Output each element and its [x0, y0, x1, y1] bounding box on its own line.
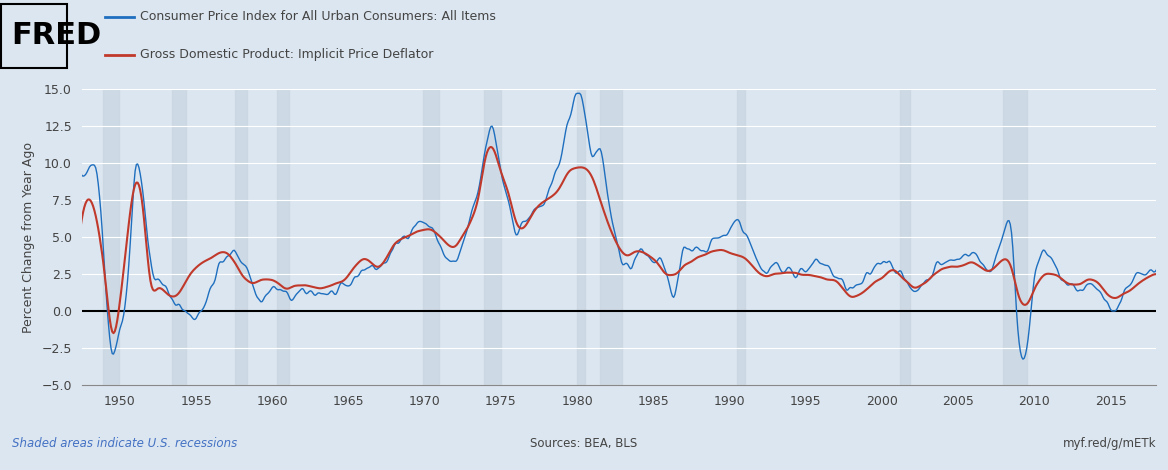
Bar	[236, 89, 246, 385]
Bar	[103, 89, 119, 385]
Text: Consumer Price Index for All Urban Consumers: All Items: Consumer Price Index for All Urban Consu…	[140, 10, 496, 24]
Bar	[424, 89, 439, 385]
Bar	[485, 89, 501, 385]
Bar	[1002, 89, 1027, 385]
Bar	[277, 89, 288, 385]
Text: Shaded areas indicate U.S. recessions: Shaded areas indicate U.S. recessions	[12, 437, 237, 450]
Text: Sources: BEA, BLS: Sources: BEA, BLS	[530, 437, 638, 450]
Bar	[899, 89, 910, 385]
Text: Gross Domestic Product: Implicit Price Deflator: Gross Domestic Product: Implicit Price D…	[140, 48, 433, 62]
Y-axis label: Percent Change from Year Ago: Percent Change from Year Ago	[21, 142, 35, 333]
Text: myf.red/g/mETk: myf.red/g/mETk	[1063, 437, 1156, 450]
Text: FRED: FRED	[12, 21, 102, 50]
Bar	[737, 89, 745, 385]
Bar	[600, 89, 621, 385]
Bar	[577, 89, 585, 385]
Bar	[172, 89, 186, 385]
